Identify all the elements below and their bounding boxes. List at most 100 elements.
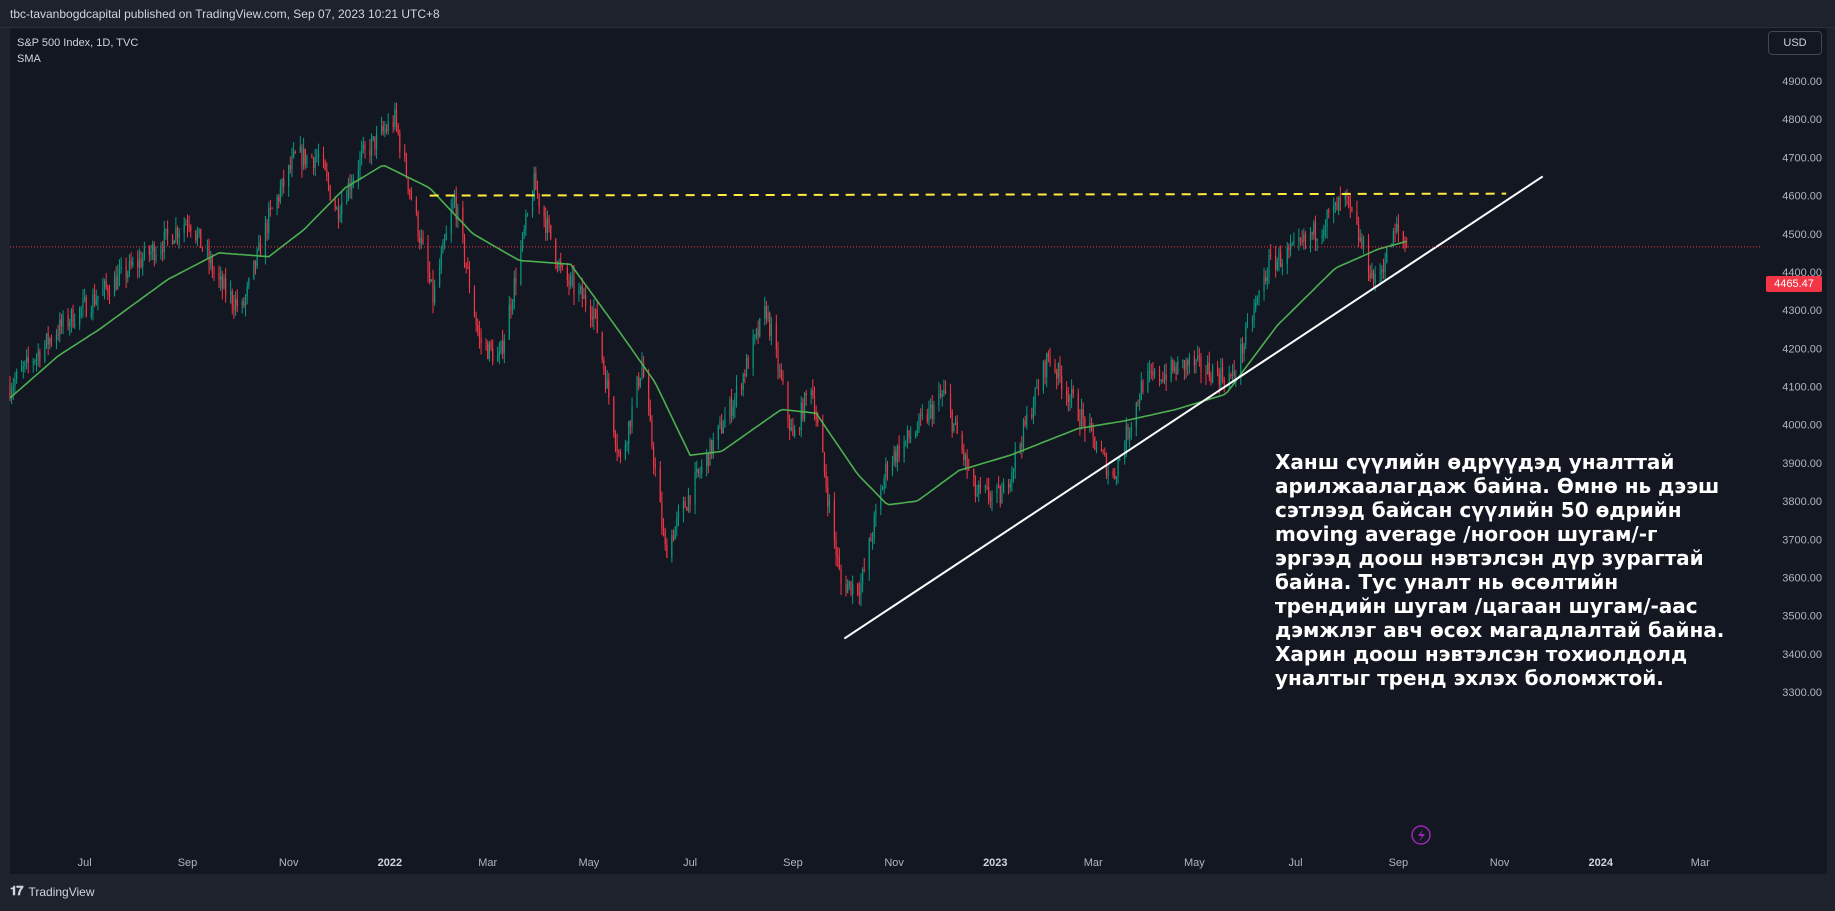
price-tick-label: 3600.00 (1782, 572, 1822, 584)
candle-body (1326, 210, 1328, 228)
candle-body (619, 451, 622, 459)
candle-body (103, 280, 106, 289)
candle-body (591, 317, 593, 320)
candle-body (462, 207, 464, 237)
candle-body (1235, 375, 1237, 377)
candle-body (1301, 239, 1303, 242)
candle-body (1011, 471, 1013, 484)
candle-body (1125, 425, 1127, 449)
candle-body (558, 261, 560, 269)
candle-body (1198, 355, 1200, 357)
candle-body (828, 500, 831, 507)
candle-body (984, 486, 986, 488)
candle-body (374, 136, 376, 150)
currency-button[interactable]: USD (1768, 31, 1822, 55)
candle-body (399, 133, 401, 152)
candle-body (906, 430, 908, 441)
candle-body (1404, 241, 1406, 247)
candle-body (16, 371, 18, 380)
candle-body (185, 223, 187, 225)
candle-body (1077, 393, 1079, 421)
candle-body (113, 276, 116, 297)
candle-body (9, 386, 11, 398)
candle-body (211, 258, 213, 273)
candle-body (671, 535, 673, 559)
candle-body (848, 581, 850, 585)
lightning-icon[interactable] (1411, 825, 1431, 845)
candle-body (1090, 422, 1093, 427)
time-tick-label: Sep (178, 857, 198, 869)
candle-body (686, 507, 688, 511)
candle-body (578, 288, 580, 295)
candle-body (787, 382, 789, 419)
candle-body (289, 165, 291, 169)
candle-body (1173, 366, 1176, 371)
candle-body (951, 410, 953, 432)
candle-body (130, 260, 132, 266)
candle-body (886, 463, 889, 472)
candle-body (138, 258, 140, 268)
candle-body (160, 249, 162, 255)
candle-body (225, 278, 227, 295)
candle-body (477, 324, 479, 332)
candle-body (1371, 271, 1373, 279)
candle-body (968, 468, 970, 470)
candle-body (223, 278, 225, 289)
price-tick-label: 3300.00 (1782, 687, 1822, 699)
candle-body (979, 484, 981, 488)
candle-body (961, 433, 963, 451)
candle-body (140, 258, 142, 267)
candle-body (916, 429, 918, 434)
candle-body (584, 294, 587, 306)
candle-body (347, 182, 349, 201)
candle-body (120, 265, 122, 269)
candle-body (1084, 417, 1086, 431)
candle-body (1348, 195, 1350, 200)
candle-body (304, 148, 306, 165)
candle-body (1397, 224, 1399, 232)
candle-body (362, 144, 364, 151)
candle-body (903, 441, 905, 458)
candle-body (875, 509, 877, 516)
candle-body (618, 450, 620, 452)
candle-body (1356, 210, 1358, 225)
chart-area[interactable] (10, 28, 1827, 874)
candle-body (453, 196, 456, 203)
candle-body (1024, 420, 1026, 425)
candle-body (896, 445, 899, 462)
candle-body (1019, 444, 1021, 451)
candle-body (487, 343, 489, 359)
candle-body (1372, 271, 1375, 283)
price-axis: 4900.00 4800.00 4700.00 4600.00 4500.00 4400.… (1782, 76, 1822, 699)
candle-body (556, 263, 558, 269)
candle-body (1303, 234, 1305, 242)
candle-body (337, 207, 340, 219)
candle-body (535, 172, 537, 190)
candle-body (604, 370, 607, 389)
candle-body (1026, 414, 1028, 425)
candle-body (1255, 302, 1257, 309)
candle-body (1351, 207, 1353, 211)
candle-body (148, 247, 150, 255)
candle-body (550, 224, 552, 239)
candle-body (862, 569, 864, 585)
candle-body (944, 389, 947, 394)
candle-body (941, 394, 943, 397)
candle-body (80, 307, 82, 309)
brand-label: TradingView (28, 884, 95, 899)
candle-body (1208, 362, 1210, 378)
candle-body (706, 452, 708, 467)
tradingview-brand[interactable]: 𝟏𝟕 TradingView (10, 884, 95, 899)
candle-body (526, 213, 529, 215)
candle-body (800, 402, 802, 431)
candle-body (833, 500, 836, 540)
candle-body (664, 531, 666, 545)
candle-body (196, 233, 199, 241)
candle-body (372, 136, 374, 139)
candle-body (115, 276, 117, 290)
candle-body (445, 233, 447, 240)
candle-body (1207, 362, 1209, 374)
price-tick-label: 4100.00 (1782, 382, 1822, 394)
candle-body (334, 200, 336, 210)
